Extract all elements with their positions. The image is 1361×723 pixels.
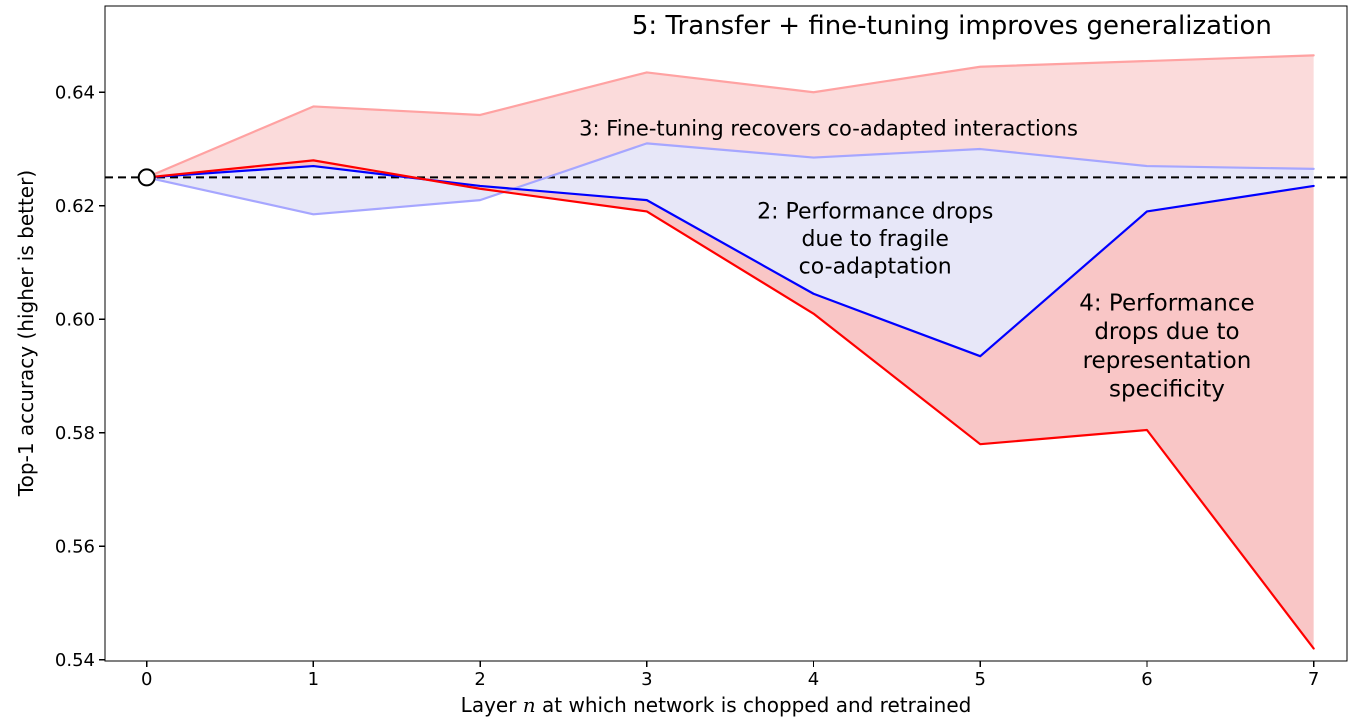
annotation-region-3: 3: Fine-tuning recovers co-adapted inter… [579, 116, 1078, 140]
x-tick-label: 7 [1308, 669, 1319, 690]
y-tick-label: 0.62 [55, 196, 95, 217]
x-axis-label: Layer n at which network is chopped and … [461, 693, 972, 717]
annotation-region-4: representation [1083, 348, 1252, 374]
y-tick-label: 0.60 [55, 309, 95, 330]
series-line-selfer [145, 164, 1315, 358]
x-tick-label: 2 [474, 669, 485, 690]
annotation-region-4: 4: Performance [1079, 290, 1254, 316]
x-tick-label: 4 [808, 669, 819, 690]
x-tick-label: 6 [1141, 669, 1152, 690]
series-line-transfer-finetuned [145, 54, 1315, 179]
x-tick-label: 3 [641, 669, 652, 690]
annotation-region-2: due to fragile [801, 227, 949, 252]
y-tick-label: 0.64 [55, 82, 95, 103]
plot-area: 0 1 2 3 4 5 6 7 0.54 0.56 0.58 0.60 0.62 0.64 5: Trans… [55, 5, 1348, 690]
annotation-region-2: co-adaptation [799, 255, 952, 280]
x-tick-label: 1 [308, 669, 319, 690]
axis-frame [104, 5, 1348, 662]
annotation-region-4: drops due to [1094, 319, 1239, 345]
x-tick-label: 5 [975, 669, 986, 690]
fill-region-generalization [146, 55, 1314, 215]
x-tick-label: 0 [141, 669, 152, 690]
annotation-region-4: specificity [1109, 377, 1225, 403]
annotation-region-5: 5: Transfer + fine-tuning improves gener… [632, 11, 1272, 41]
fill-region-specificity [146, 160, 1314, 649]
y-axis-label: Top-1 accuracy (higher is better) [14, 170, 38, 497]
y-tick-label: 0.54 [55, 650, 95, 671]
series-line-selfer-finetuned [145, 142, 1315, 216]
y-tick-label: 0.56 [55, 536, 95, 557]
y-tick-label: 0.58 [55, 423, 95, 444]
start-marker [137, 168, 156, 187]
annotation-region-2: 2: Performance drops [757, 200, 993, 225]
series-line-transfer [145, 159, 1315, 650]
fill-region-coadaptation [146, 143, 1314, 357]
